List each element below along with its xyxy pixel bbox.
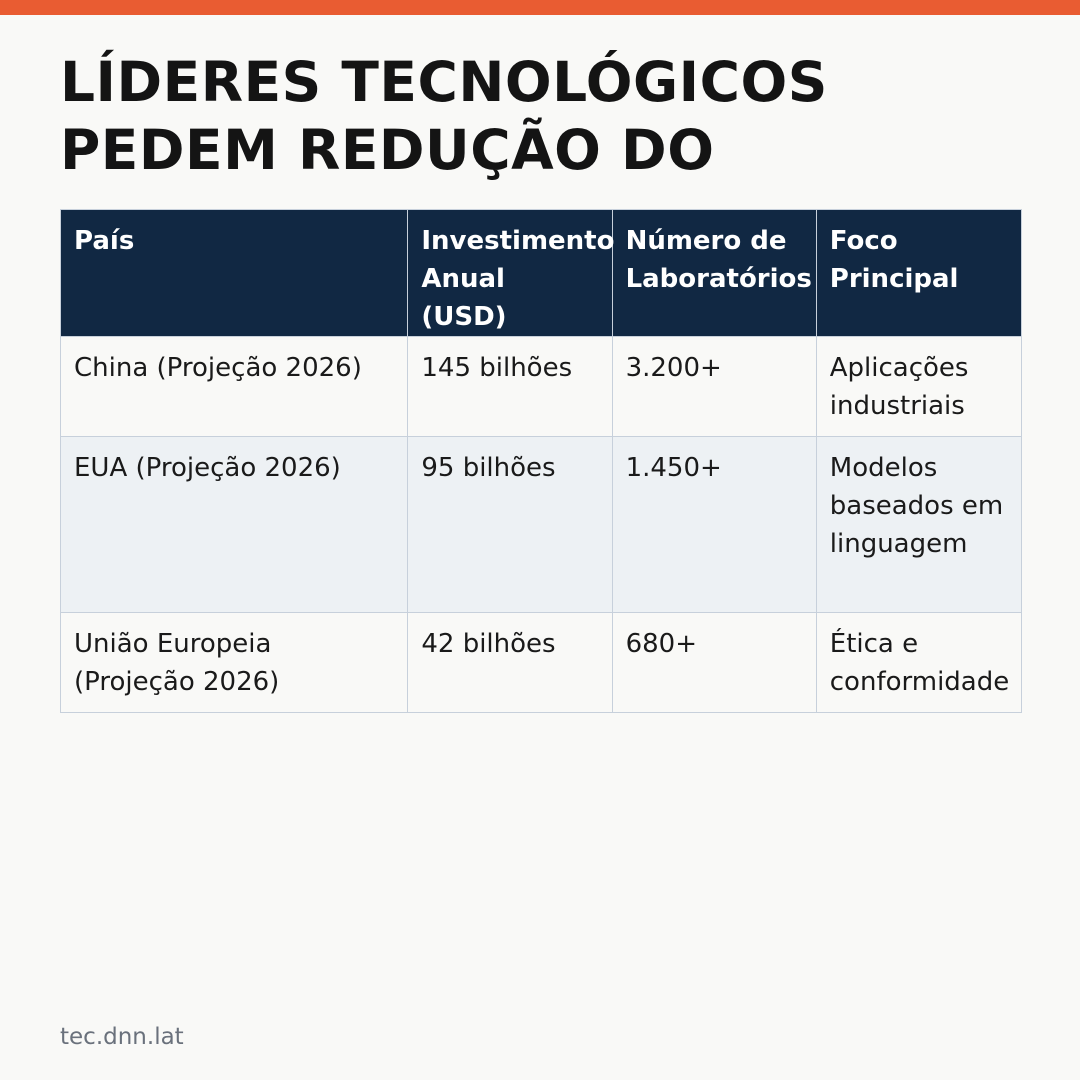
table-row: União Europeia (Projeção 2026) 42 bilhõe… [59,612,1023,713]
cell-country: União Europeia (Projeção 2026) [59,612,409,713]
table-header-row: País Investimento Anual (USD) Número de … [59,209,1023,337]
page-title: LÍDERES TECNOLÓGICOS PEDEM REDUÇÃO DO [60,50,828,182]
cell-labs: 3.200+ [611,336,817,437]
cell-country: China (Projeção 2026) [59,336,409,437]
cell-focus: Ética e conformidade [815,612,1023,713]
top-accent-bar [0,0,1080,15]
column-header-investment: Investimento Anual (USD) [407,209,614,337]
cell-investment: 42 bilhões [407,612,613,713]
cell-investment: 95 bilhões [407,436,613,613]
source-footer: tec.dnn.lat [60,1024,184,1050]
data-table: País Investimento Anual (USD) Número de … [59,209,1023,713]
cell-investment: 145 bilhões [407,336,613,437]
cell-country: EUA (Projeção 2026) [59,436,409,613]
column-header-country: País [59,209,409,337]
cell-labs: 680+ [611,612,817,713]
column-header-focus: Foco Principal [815,209,1023,337]
cell-focus: Aplicações industriais [815,336,1023,437]
table-row: China (Projeção 2026) 145 bilhões 3.200+… [59,336,1023,437]
table-row: EUA (Projeção 2026) 95 bilhões 1.450+ Mo… [59,436,1023,613]
cell-focus: Modelos baseados em linguagem [815,436,1023,613]
cell-labs: 1.450+ [611,436,817,613]
column-header-labs: Número de Laboratórios [611,209,817,337]
